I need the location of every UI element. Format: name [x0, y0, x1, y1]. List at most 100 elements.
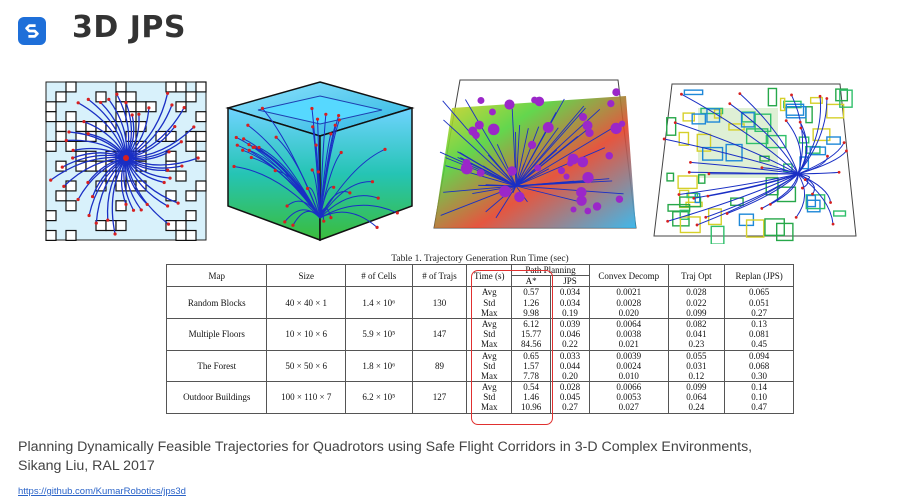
page-title: 3D JPS [72, 10, 186, 45]
cell-astar-value: 1.46 [523, 392, 539, 403]
cell-trajopt: 0.082 0.041 0.23 [667, 317, 726, 351]
cell-jps-value: 0.20 [562, 370, 578, 381]
cell-convex-value: 0.010 [618, 370, 639, 381]
cell-size: 100 × 110 × 7 [266, 381, 346, 414]
header-convex: Convex Decomp [588, 263, 669, 288]
header-cells: # of Cells [344, 263, 413, 288]
cell-stat-value: Std [483, 329, 496, 340]
cell-jps-value: 0.27 [562, 402, 578, 413]
cell-trajopt-value: 0.23 [688, 339, 705, 350]
figure-random-blocks [40, 78, 212, 244]
cell-astar-value: 84.56 [520, 339, 542, 350]
cell-trajopt-value: 0.24 [688, 402, 705, 413]
header-astar: A* [511, 275, 552, 288]
cell-convex: 0.0064 0.0038 0.021 [588, 317, 669, 351]
cell-trajopt-value: 0.031 [686, 360, 707, 371]
cell-convex-value: 0.0028 [616, 297, 642, 308]
cell-jps-value: 0.22 [562, 339, 578, 350]
runtime-table: Map Size # of Cells # of Trajs Time (s) … [165, 263, 794, 414]
cell-stat: Avg Std Max [466, 317, 513, 351]
figure-outdoor-buildings [648, 78, 862, 244]
cell-astar: 0.54 1.46 10.96 [511, 381, 552, 414]
cell-jps-value: 0.045 [559, 392, 581, 403]
cell-trajs: 89 [411, 349, 468, 383]
cell-map: The Forest [165, 349, 268, 383]
cell-jps: 0.033 0.044 0.20 [550, 349, 590, 383]
cell-replan-value: 0.051 [748, 297, 770, 308]
cell-trajopt-value: 0.099 [686, 307, 707, 318]
cell-replan-value: 0.27 [751, 307, 767, 318]
table-row: Outdoor Buildings 100 × 110 × 7 6.2 × 10⁵ 1… [165, 381, 794, 414]
cell-trajopt-value: 0.082 [686, 318, 707, 329]
header-trajopt: Traj Opt [667, 263, 726, 288]
citation-line-1: Planning Dynamically Feasible Trajectori… [18, 439, 753, 455]
cell-trajopt: 0.028 0.022 0.099 [667, 286, 726, 319]
cell-replan-value: 0.14 [751, 382, 767, 393]
cell-stat: Avg Std Max [466, 286, 513, 319]
cell-convex-value: 0.027 [618, 402, 639, 413]
cell-astar-value: 10.96 [520, 402, 542, 413]
cell-replan-value: 0.094 [748, 350, 770, 361]
cell-astar-value: 9.98 [523, 307, 539, 318]
cell-trajopt-value: 0.099 [686, 382, 707, 393]
cell-convex-value: 0.021 [618, 339, 639, 350]
cell-cells: 6.2 × 10⁵ [344, 381, 413, 414]
cell-stat-value: Max [480, 402, 498, 413]
cell-trajs: 147 [411, 317, 468, 351]
cell-jps: 0.034 0.034 0.19 [550, 286, 590, 319]
cell-jps-value: 0.19 [562, 307, 578, 318]
cell-map: Random Blocks [165, 286, 268, 319]
citation: Planning Dynamically Feasible Trajectori… [18, 438, 752, 476]
cell-stat-value: Avg [481, 382, 497, 393]
cell-map: Multiple Floors [165, 317, 268, 351]
cell-trajopt-value: 0.064 [686, 392, 707, 403]
cell-convex: 0.0066 0.0053 0.027 [588, 381, 669, 414]
header-path-planning: Path Planning [511, 263, 590, 277]
cell-replan: 0.13 0.081 0.45 [724, 317, 794, 351]
cell-stat-value: Avg [481, 287, 497, 298]
header-time: Time (s) [466, 263, 513, 288]
header-size: Size [266, 263, 346, 288]
cell-trajopt-value: 0.028 [686, 287, 707, 298]
table-row: The Forest 50 × 50 × 6 1.8 × 10⁶ 89 Avg Std Ma… [165, 349, 794, 383]
cell-jps-value: 0.046 [559, 329, 581, 340]
cell-astar-value: 0.65 [523, 350, 539, 361]
cell-convex-value: 0.0024 [616, 360, 642, 371]
cell-jps: 0.028 0.045 0.27 [550, 381, 590, 414]
cell-trajs: 127 [411, 381, 468, 414]
cell-astar-value: 0.54 [523, 382, 539, 393]
cell-jps: 0.039 0.046 0.22 [550, 317, 590, 351]
cell-replan-value: 0.13 [751, 318, 767, 329]
cell-trajs: 130 [411, 286, 468, 319]
cell-cells: 1.4 × 10⁶ [344, 286, 413, 319]
cell-stat-value: Std [483, 297, 496, 308]
cell-cells: 5.9 × 10⁵ [344, 317, 413, 351]
cell-astar: 0.65 1.57 7.78 [511, 349, 552, 383]
cell-jps-value: 0.039 [559, 318, 581, 329]
figure-the-forest [430, 78, 640, 244]
cell-stat: Avg Std Max [466, 349, 513, 383]
cell-map: Outdoor Buildings [165, 381, 268, 414]
cell-convex-value: 0.0053 [616, 392, 642, 403]
cell-astar-value: 7.78 [523, 370, 539, 381]
cell-astar: 0.57 1.26 9.98 [511, 286, 552, 319]
cell-convex-value: 0.0064 [616, 318, 642, 329]
cell-replan: 0.14 0.10 0.47 [724, 381, 794, 414]
cell-size: 10 × 10 × 6 [266, 317, 346, 351]
cell-stat-value: Std [483, 392, 496, 403]
cell-convex-value: 0.0021 [616, 287, 642, 298]
cell-stat-value: Avg [481, 350, 497, 361]
repo-link[interactable]: https://github.com/KumarRobotics/jps3d [18, 486, 186, 497]
cell-jps-value: 0.028 [559, 382, 581, 393]
cell-trajopt-value: 0.041 [686, 329, 707, 340]
table-row: Random Blocks 40 × 40 × 1 1.4 × 10⁶ 130 Avg S… [165, 286, 794, 319]
cell-replan-value: 0.45 [751, 339, 767, 350]
cell-convex-value: 0.020 [618, 307, 639, 318]
cell-size: 40 × 40 × 1 [266, 286, 346, 319]
cell-replan-value: 0.065 [748, 287, 770, 298]
cell-replan: 0.094 0.068 0.30 [724, 349, 794, 383]
table-caption: Table 1. Trajectory Generation Run Time … [391, 254, 569, 264]
figure-multiple-floors [222, 78, 418, 244]
cell-stat-value: Max [480, 307, 498, 318]
header-jps: JPS [550, 275, 590, 288]
